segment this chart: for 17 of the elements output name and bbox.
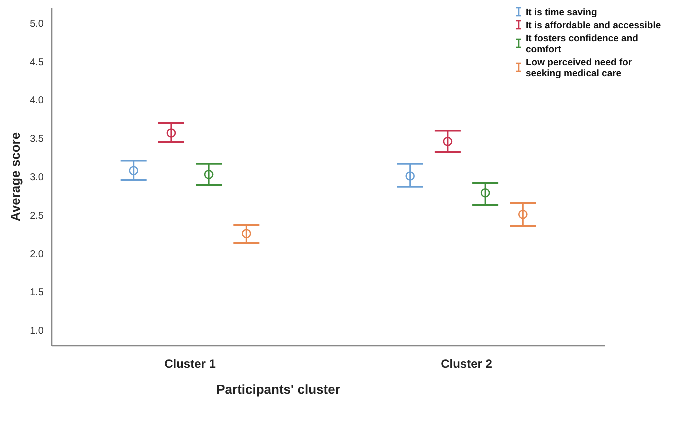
- y-tick-label: 3.5: [30, 134, 44, 146]
- y-tick-label: 4.5: [30, 57, 44, 68]
- y-tick-label: 1.0: [30, 326, 44, 338]
- y-tick-label: 5.0: [30, 18, 44, 30]
- legend-label: Low perceived need for seeking medical care: [526, 57, 632, 80]
- x-tick-label: Cluster 2: [441, 357, 493, 372]
- y-tick-label: 1.5: [30, 288, 44, 299]
- y-tick-label: 4.0: [30, 96, 44, 107]
- legend-label: It is time saving: [526, 7, 598, 18]
- x-axis-title: Participants' cluster: [216, 382, 340, 397]
- legend-label: It is affordable and accessible: [526, 20, 662, 32]
- y-tick-label: 2.5: [30, 210, 44, 222]
- y-tick-label: 2.0: [30, 249, 44, 260]
- legend-label: It fosters confidence and comfort: [526, 33, 639, 56]
- y-axis-title: Average score: [8, 132, 23, 222]
- x-tick-label: Cluster 1: [164, 357, 216, 372]
- y-tick-label: 3.0: [30, 172, 44, 184]
